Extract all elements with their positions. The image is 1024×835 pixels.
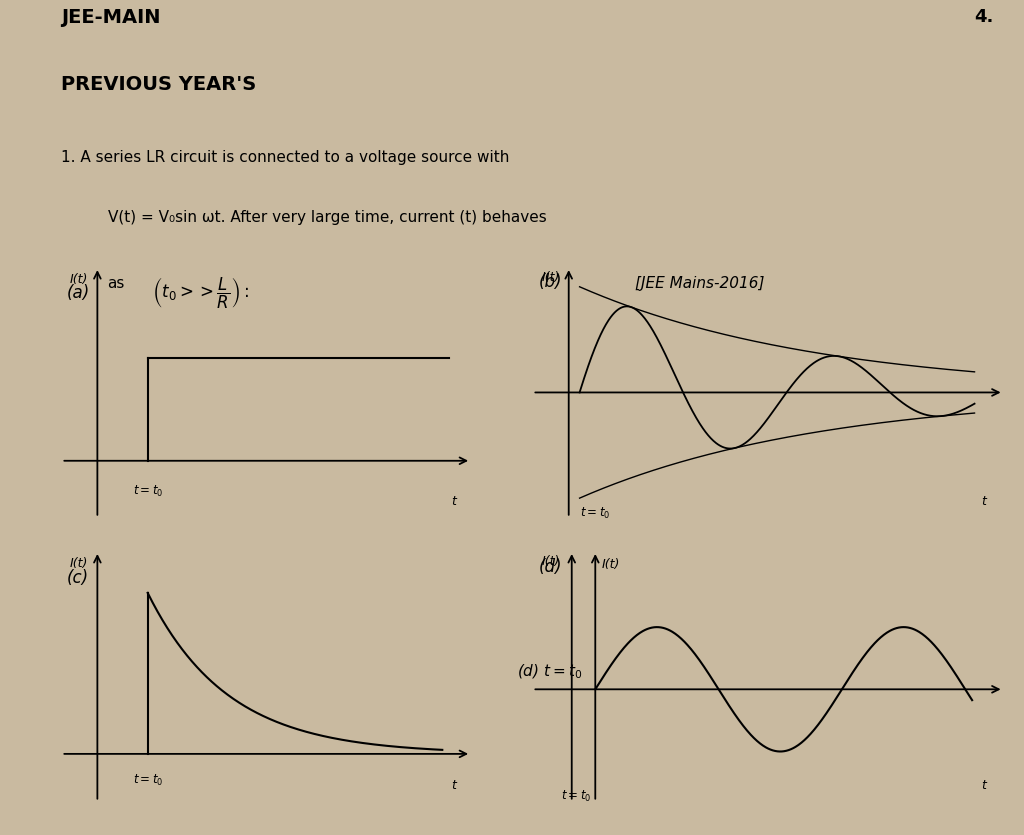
Text: $t = t_0$: $t = t_0$ (132, 773, 163, 788)
Text: I(t): I(t) (542, 555, 560, 569)
Text: $t = t_0$: $t = t_0$ (561, 788, 592, 804)
Text: I(t): I(t) (70, 273, 88, 286)
Text: (a): (a) (68, 284, 90, 302)
Text: as: as (108, 276, 125, 291)
Text: t: t (981, 494, 986, 508)
Text: 1. A series LR circuit is connected to a voltage source with: 1. A series LR circuit is connected to a… (61, 150, 510, 165)
Text: (c): (c) (68, 569, 89, 587)
Text: [JEE Mains-2016]: [JEE Mains-2016] (635, 276, 764, 291)
Text: I(t): I(t) (70, 557, 88, 570)
Text: t: t (452, 778, 456, 792)
Text: JEE-MAIN: JEE-MAIN (61, 8, 161, 27)
Text: $\left(t_0 >> \dfrac{L}{R}\right):$: $\left(t_0 >> \dfrac{L}{R}\right):$ (152, 276, 249, 311)
Text: 4.: 4. (974, 8, 993, 26)
Text: $t = t_0$: $t = t_0$ (132, 483, 163, 498)
Text: t: t (981, 778, 986, 792)
Text: (d): (d) (539, 558, 562, 576)
Text: I(t): I(t) (542, 271, 560, 284)
Text: $t = t_0$: $t = t_0$ (580, 506, 610, 521)
Text: (d) $t = t_0$: (d) $t = t_0$ (517, 663, 583, 681)
Text: I(t): I(t) (601, 558, 620, 571)
Text: PREVIOUS YEAR'S: PREVIOUS YEAR'S (61, 75, 257, 94)
Text: (b): (b) (539, 274, 562, 291)
Text: t: t (452, 494, 456, 508)
Text: V(t) = V₀sin ωt. After very large time, current (t) behaves: V(t) = V₀sin ωt. After very large time, … (108, 210, 546, 225)
